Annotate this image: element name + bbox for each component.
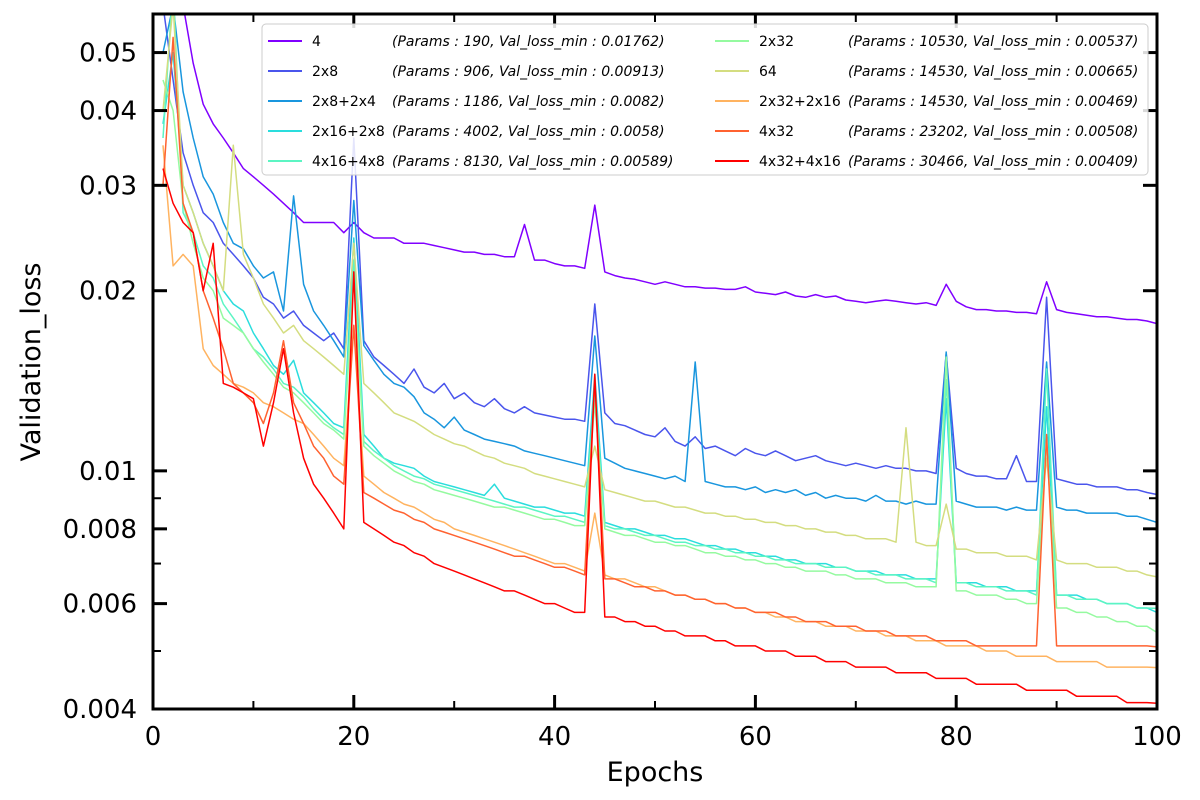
y-tick-label: 0.004: [63, 695, 137, 725]
legend-stats: (Params : 30466, Val_loss_min : 0.00409): [848, 154, 1138, 170]
series-line-1: [163, 14, 1157, 496]
legend-label: 2x32+2x16: [759, 94, 841, 110]
series-line-5: [162, 79, 1157, 634]
legend-label: 4x16+4x8: [312, 154, 385, 170]
legend-label: 4x32+4x16: [759, 154, 841, 170]
legend-label: 2x16+2x8: [312, 124, 385, 140]
legend-stats: (Params : 8130, Val_loss_min : 0.00589): [392, 154, 673, 170]
x-tick-label: 80: [940, 722, 973, 752]
x-tick-label: 0: [145, 722, 162, 752]
legend-stats: (Params : 4002, Val_loss_min : 0.0058): [392, 124, 665, 140]
legend-stats: (Params : 1186, Val_loss_min : 0.0082): [392, 94, 665, 110]
series-line-7: [162, 145, 1157, 669]
series-layer: [162, 14, 1157, 704]
y-tick-label: 0.04: [79, 97, 137, 127]
legend-label: 64: [759, 64, 777, 80]
x-tick-label: 60: [739, 722, 772, 752]
legend-label: 2x32: [759, 34, 794, 50]
series-line-9: [162, 168, 1157, 704]
y-axis-title: Validation_loss: [16, 263, 47, 462]
y-tick-label: 0.05: [79, 39, 137, 69]
legend: 4 (Params : 190, Val_loss_min : 0.01762) 2…: [261, 23, 1149, 176]
legend-stats: (Params : 14530, Val_loss_min : 0.00665): [848, 64, 1138, 80]
legend-stats: (Params : 10530, Val_loss_min : 0.00537): [848, 34, 1138, 50]
legend-label: 2x8: [312, 64, 338, 80]
y-tick-label: 0.008: [63, 515, 137, 545]
y-tick-label: 0.02: [79, 277, 137, 307]
x-axis-title: Epochs: [607, 757, 704, 788]
legend-label: 2x8+2x4: [312, 94, 376, 110]
series-line-0: [183, 14, 1157, 325]
legend-label: 4: [312, 34, 321, 50]
series-line-2: [162, 14, 1157, 524]
legend-box: [261, 23, 1149, 176]
series-line-6: [162, 14, 1157, 578]
ticks-layer: 0 20 40 60 80 100 0.004 0.006 0.008 0.01 0.02 0.03 0…: [63, 14, 1182, 752]
y-tick-label: 0.006: [63, 590, 137, 620]
legend-label: 4x32: [759, 124, 794, 140]
legend-stats: (Params : 14530, Val_loss_min : 0.00469): [848, 94, 1138, 110]
x-tick-label: 40: [538, 722, 571, 752]
y-tick-label: 0.01: [79, 457, 137, 487]
series-line-4: [162, 14, 1157, 610]
x-tick-label: 20: [337, 722, 370, 752]
legend-stats: (Params : 906, Val_loss_min : 0.00913): [392, 64, 665, 80]
legend-stats: (Params : 23202, Val_loss_min : 0.00508): [848, 124, 1138, 140]
legend-stats: (Params : 190, Val_loss_min : 0.01762): [392, 34, 665, 50]
x-tick-label: 100: [1132, 722, 1182, 752]
series-line-8: [162, 36, 1157, 648]
y-tick-label: 0.03: [79, 171, 137, 201]
